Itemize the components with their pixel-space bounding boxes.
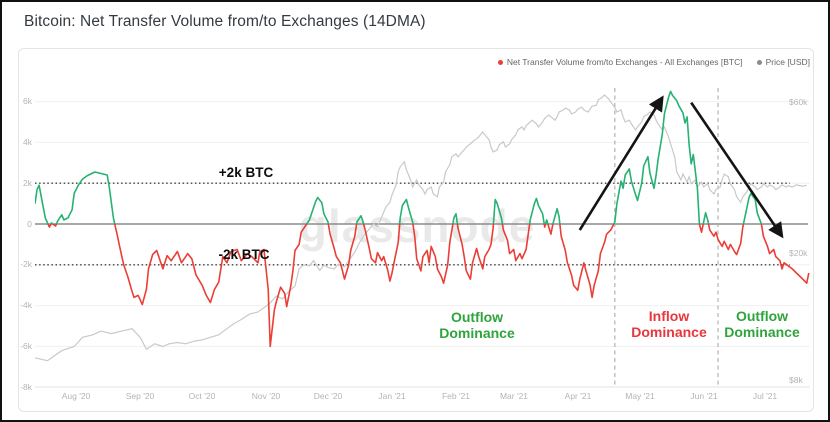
trend-arrow-up xyxy=(578,95,664,231)
x-axis-tick-label: Feb '21 xyxy=(441,391,471,401)
net-volume-line-negative xyxy=(47,224,810,348)
y-axis-tick-label: -6k xyxy=(20,341,32,351)
x-axis-tick-label: Sep '20 xyxy=(125,391,155,401)
y-axis-tick-label: 4k xyxy=(23,137,32,147)
legend-label: Net Transfer Volume from/to Exchanges - … xyxy=(506,57,743,67)
legend-dot-red-icon xyxy=(497,59,503,65)
price-line xyxy=(34,94,807,362)
page-title: Bitcoin: Net Transfer Volume from/to Exc… xyxy=(24,13,426,30)
region-annotation-outflow-dominance-1: Outflow Dominance xyxy=(439,309,515,341)
y-axis-tick-label: -2k xyxy=(20,259,32,269)
net-volume-line-positive xyxy=(35,90,763,224)
legend-dot-gray-icon xyxy=(756,59,762,65)
level-annotation-minus-2k-btc: -2k BTC xyxy=(218,247,270,262)
y-axis-tick-label: 0 xyxy=(27,219,32,229)
trend-arrow-down xyxy=(690,101,784,239)
x-axis-tick-label: May '21 xyxy=(625,391,655,401)
x-axis-tick-label: Jan '21 xyxy=(378,391,406,401)
x-axis-tick-label: Jul '21 xyxy=(752,391,778,401)
x-axis-tick-label: Oct '20 xyxy=(188,391,216,401)
y-axis-tick-label: 2k xyxy=(23,178,32,188)
y-axis-tick-label: -4k xyxy=(20,300,32,310)
legend-item-price[interactable]: Price [USD] xyxy=(756,57,810,67)
x-axis-tick-label: Apr '21 xyxy=(564,391,592,401)
region-annotation-outflow-dominance-2: Outflow Dominance xyxy=(724,308,800,340)
y-axis-tick-label: 6k xyxy=(23,96,32,106)
x-axis-tick-label: Mar '21 xyxy=(499,391,529,401)
price-axis-tick-label: $20k xyxy=(789,248,808,258)
price-axis-tick-label: $8k xyxy=(789,375,803,385)
x-axis-tick-label: Aug '20 xyxy=(61,391,91,401)
price-axis-tick-label: $60k xyxy=(789,97,808,107)
x-axis-tick-label: Nov '20 xyxy=(251,391,281,401)
chart-legend: Net Transfer Volume from/to Exchanges - … xyxy=(497,57,810,67)
x-axis-tick-label: Dec '20 xyxy=(313,391,343,401)
region-annotation-inflow-dominance: Inflow Dominance xyxy=(631,308,707,340)
level-annotation-plus-2k-btc: +2k BTC xyxy=(218,165,274,180)
x-axis-tick-label: Jun '21 xyxy=(690,391,718,401)
legend-label: Price [USD] xyxy=(765,57,810,67)
y-axis-tick-label: -8k xyxy=(20,382,32,392)
legend-item-net-transfer-volume[interactable]: Net Transfer Volume from/to Exchanges - … xyxy=(497,57,743,67)
